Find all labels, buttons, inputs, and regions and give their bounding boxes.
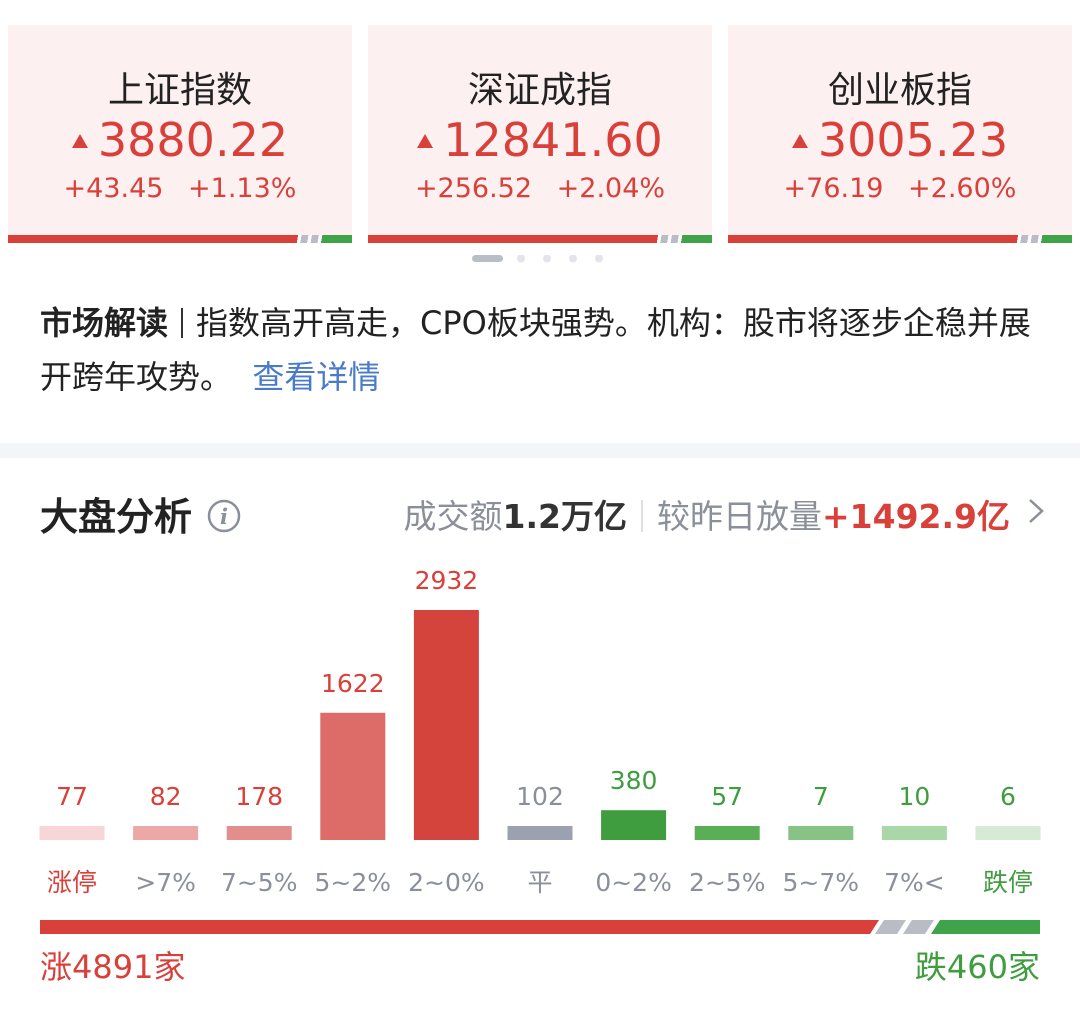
value-label: 102 [516,782,564,811]
index-value: 3005.23 [817,113,1009,167]
divider [181,308,184,338]
index-percent: +2.04% [556,173,666,204]
up-bar [40,920,879,934]
commentary-label: 市场解读 [40,304,169,342]
category-label: 5~2% [315,868,392,897]
bar [788,826,854,840]
index-change-row: +43.45 +1.13% [8,173,352,204]
index-card[interactable]: 深证成指 12841.60 +256.52 +2.04% [368,25,712,243]
index-change: +256.52 [414,173,533,204]
value-label: 57 [711,782,743,811]
category-label: 5~7% [783,868,860,897]
chart: 涨4891家 跌460家 77 涨停 82 >7% 178 7~5% 1622 5~2% 293… [39,566,1041,986]
category-label: 0~2% [595,868,672,897]
index-value-row: 3880.22 [8,113,352,167]
index-value-row: 3005.23 [728,113,1072,167]
index-name: 创业板指 [827,70,972,111]
commentary: 市场解读 指数高开高走，CPO板块强势。机构：股市将逐步企稳并展开跨年攻势。 查看… [40,296,1040,404]
down-count: 跌460家 [915,948,1040,986]
index-change: +43.45 [63,173,164,204]
bar [320,712,386,840]
category-label: 7%< [884,868,945,897]
commentary-link[interactable]: 查看详情 [252,358,381,396]
value-label: 178 [235,782,283,811]
value-label: 82 [150,782,182,811]
compare-label: 较昨日放量 [657,497,822,536]
value-label: 7 [813,782,829,811]
category-label: >7% [135,868,196,897]
compare: +1492.9亿 [822,497,1010,536]
up-count: 涨4891家 [40,948,185,986]
bar [507,826,573,840]
flat-bar [903,920,934,934]
category-label: 跌停 [983,868,1033,897]
section-separator [0,443,1080,458]
turnover: 1.2万亿 [502,497,627,536]
index-card[interactable]: 创业板指 3005.23 +76.19 +2.60% [728,25,1072,243]
index-value: 3880.22 [97,113,289,167]
svg-text:i: i [220,504,228,529]
index-bar [8,235,352,243]
value-label: 1622 [321,669,385,698]
up-arrow [791,134,808,148]
bar [39,826,105,840]
commentary-text: 指数高开高走，CPO板块强势。机构：股市将逐步企稳并展开跨年攻势。 [40,304,1031,396]
index-bar [368,235,712,243]
category-label: 平 [527,868,552,897]
turnover-row[interactable]: 成交额1.2万亿 较昨日放量+1492.9亿 [403,490,1044,538]
flat-bar [875,920,906,934]
up-arrow [71,134,88,148]
info-icon[interactable]: i [206,498,246,534]
index-bar [728,235,1072,243]
category-label: 7~5% [221,868,298,897]
turnover-label: 成交额 [403,497,503,536]
bar [133,826,199,840]
index-change-row: +76.19 +2.60% [728,173,1072,204]
index-name: 上证指数 [107,70,252,111]
value-label: 10 [898,782,930,811]
section-title: 大盘分析 [40,495,193,539]
index-card[interactable]: 上证指数 3880.22 +43.45 +1.13% [8,25,352,243]
value-label: 77 [56,782,88,811]
index-change-row: +256.52 +2.04% [368,173,712,204]
bar [975,826,1041,840]
bar [226,826,292,840]
index-value-row: 12841.60 [368,113,712,167]
category-label: 2~5% [689,868,766,897]
pager-dots [472,255,603,263]
bar [601,810,667,840]
bar [694,826,760,840]
value-label: 380 [610,766,658,795]
chevron [1029,499,1044,523]
index-value: 12841.60 [443,113,663,167]
index-name: 深证成指 [467,70,612,111]
up-arrow [417,134,434,148]
index-change: +76.19 [783,173,884,204]
down-bar [931,920,1040,934]
bar [413,610,479,840]
index-percent: +2.60% [908,173,1017,204]
category-label: 涨停 [47,868,97,897]
divider [641,500,643,532]
category-label: 2~0% [408,868,485,897]
bar [881,826,947,840]
index-percent: +1.13% [188,173,297,204]
value-label: 2932 [415,566,479,595]
section-title-row: 大盘分析 i [40,486,246,541]
value-label: 6 [1000,782,1016,811]
